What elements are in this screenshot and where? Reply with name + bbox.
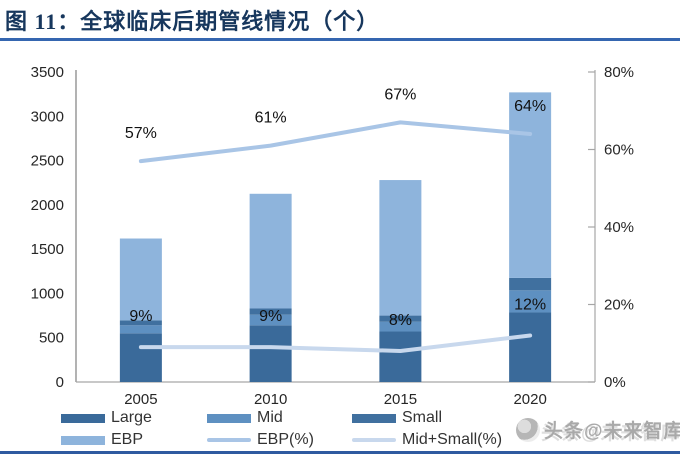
data-label-mid-small-: 12% bbox=[514, 297, 546, 314]
bar-segment-ebp-2010 bbox=[249, 193, 292, 309]
left-axis-tick-label: 3500 bbox=[31, 64, 64, 81]
bar-segment-small-2010 bbox=[249, 308, 292, 315]
x-axis-category-label: 2005 bbox=[124, 391, 157, 408]
left-axis-tick-label: 1500 bbox=[31, 241, 64, 258]
right-axis-tick-label: 40% bbox=[604, 219, 634, 236]
bar-segment-ebp-2015 bbox=[379, 180, 422, 316]
bar-segment-small-2015 bbox=[379, 315, 422, 322]
left-axis-tick-label: 0 bbox=[56, 374, 64, 391]
legend-item-midsmall-pct: Mid+Small(%) bbox=[352, 431, 502, 449]
legend-swatch-large bbox=[61, 413, 105, 423]
right-axis-tick-label: 80% bbox=[604, 64, 634, 81]
data-label-mid-small-: 9% bbox=[259, 308, 282, 325]
left-axis-tick-label: 1000 bbox=[31, 285, 64, 302]
bar-segment-mid-2020 bbox=[509, 290, 552, 313]
legend-label-mid: Mid bbox=[257, 409, 283, 426]
left-axis-tick-label: 500 bbox=[39, 330, 64, 347]
data-label-ebp-: 61% bbox=[255, 110, 287, 127]
watermark-logo-icon bbox=[516, 417, 540, 442]
left-axis-tick-label: 3000 bbox=[31, 108, 64, 125]
legend-label-ebp-pct: EBP(%) bbox=[257, 431, 314, 448]
x-axis-category-label: 2010 bbox=[254, 391, 287, 408]
data-label-mid-small-: 8% bbox=[389, 312, 412, 329]
left-axis-tick-label: 2500 bbox=[31, 153, 64, 170]
title-underline bbox=[0, 38, 680, 41]
left-axis-tick-label: 2000 bbox=[31, 197, 64, 214]
bar-segment-mid-2010 bbox=[249, 314, 292, 326]
bar-segment-large-2020 bbox=[509, 312, 552, 382]
legend-item-ebp-pct: EBP(%) bbox=[207, 431, 314, 449]
legend-label-large: Large bbox=[111, 409, 152, 426]
watermark: 头条@未来智库 bbox=[516, 416, 680, 443]
legend-item-mid: Mid bbox=[207, 409, 283, 427]
bar-segment-large-2015 bbox=[379, 331, 422, 382]
bar-segment-ebp-2005 bbox=[119, 238, 162, 321]
watermark-text: 头条@未来智库 bbox=[544, 421, 680, 442]
legend-item-ebp: EBP bbox=[61, 431, 143, 449]
legend-swatch-ebp bbox=[61, 435, 105, 445]
data-label-ebp-: 64% bbox=[514, 98, 546, 115]
legend-label-midsmall-pct: Mid+Small(%) bbox=[402, 431, 503, 448]
data-label-mid-small-: 9% bbox=[129, 308, 152, 325]
legend-swatch-mid bbox=[207, 413, 251, 423]
legend-label-ebp: EBP bbox=[111, 431, 144, 448]
x-axis-category-label: 2020 bbox=[513, 391, 546, 408]
bar-segment-ebp-2020 bbox=[509, 92, 552, 278]
bar-segment-mid-2015 bbox=[379, 321, 422, 332]
legend-swatch-small bbox=[352, 413, 396, 423]
line-mid-small- bbox=[138, 333, 533, 353]
line-ebp- bbox=[138, 120, 533, 164]
legend-swatch-midsmall-pct bbox=[352, 438, 396, 442]
footer-rule bbox=[0, 451, 680, 454]
legend-item-small: Small bbox=[352, 409, 442, 427]
legend-swatch-ebp-pct bbox=[207, 438, 251, 442]
bar-segment-large-2010 bbox=[249, 325, 292, 382]
bar-segment-large-2005 bbox=[119, 333, 162, 382]
data-label-ebp-: 57% bbox=[125, 125, 157, 142]
bar-segment-small-2020 bbox=[509, 277, 552, 291]
right-axis-tick-label: 20% bbox=[604, 297, 634, 314]
legend-label-small: Small bbox=[402, 409, 443, 426]
figure-title: 图 11：全球临床后期管线情况（个） bbox=[5, 9, 380, 34]
data-label-ebp-: 67% bbox=[384, 86, 416, 103]
right-axis-tick-label: 0% bbox=[604, 374, 626, 391]
legend-item-large: Large bbox=[61, 409, 152, 427]
bar-segment-mid-2005 bbox=[119, 325, 162, 334]
x-axis-category-label: 2015 bbox=[384, 391, 417, 408]
bar-segment-small-2005 bbox=[119, 320, 162, 326]
right-axis-tick-label: 60% bbox=[604, 142, 634, 159]
